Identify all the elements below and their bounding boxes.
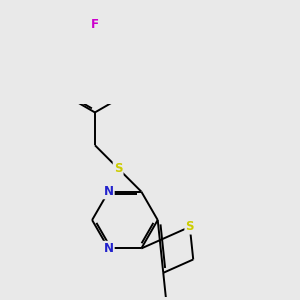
Text: N: N	[103, 185, 113, 198]
Text: N: N	[103, 242, 113, 255]
Text: F: F	[91, 18, 99, 32]
Text: S: S	[186, 220, 194, 233]
Text: S: S	[114, 162, 122, 175]
